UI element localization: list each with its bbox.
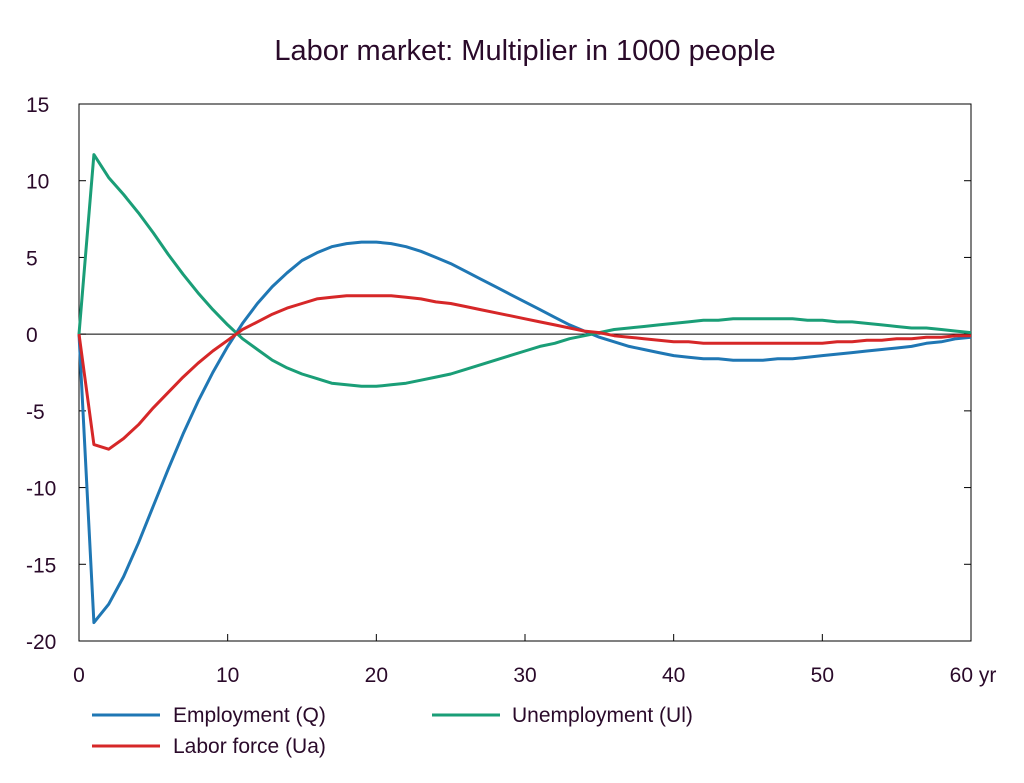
x-tick-label: 30 (513, 664, 536, 687)
axis-ticks (78, 103, 972, 642)
legend-label-employment: Employment (Q) (173, 704, 326, 727)
x-tick-label: 50 (811, 664, 834, 687)
y-tick-label: -15 (26, 554, 56, 577)
x-axis: 0 10 20 30 40 50 60 yr (73, 664, 996, 687)
legend-label-unemployment: Unemployment (Ul) (512, 704, 693, 727)
legend-label-labor-force: Labor force (Ua) (173, 735, 326, 758)
x-tick-label: 60 yr (950, 664, 997, 687)
series-line-employment-q (77, 240, 972, 625)
legend-item-unemployment: Unemployment (Ul) (432, 704, 693, 727)
series-lines (77, 153, 972, 625)
legend-item-labor-force: Labor force (Ua) (92, 735, 326, 758)
y-tick-label: -20 (26, 631, 56, 654)
x-tick-label: 20 (365, 664, 388, 687)
x-tick-label: 40 (662, 664, 685, 687)
y-axis: 15 10 5 0 -5 -10 -15 -20 (26, 94, 56, 654)
y-tick-label: -10 (26, 478, 56, 501)
legend: Employment (Q) Unemployment (Ul) Labor f… (92, 704, 693, 758)
y-tick-label: 5 (26, 247, 38, 270)
legend-item-employment: Employment (Q) (92, 704, 326, 727)
series-line-unemployment-ul (77, 153, 972, 388)
y-tick-label: 15 (26, 94, 49, 117)
y-tick-label: -5 (26, 401, 45, 424)
series-line-labor-force-ua (77, 294, 971, 451)
plot-area (77, 103, 972, 642)
y-tick-label: 0 (26, 324, 38, 347)
chart-title: Labor market: Multiplier in 1000 people (274, 35, 775, 67)
x-tick-label: 0 (73, 664, 85, 687)
y-tick-label: 10 (26, 171, 49, 194)
x-tick-label: 10 (216, 664, 239, 687)
